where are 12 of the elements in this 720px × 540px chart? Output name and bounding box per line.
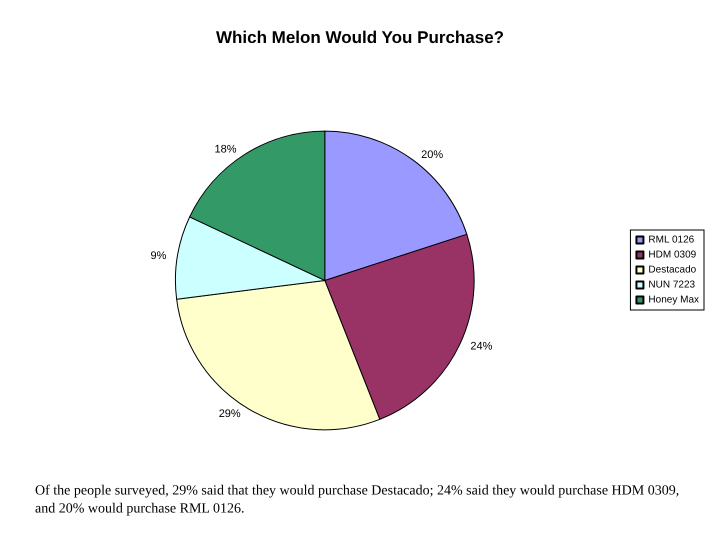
data-label: 20% bbox=[421, 148, 444, 161]
legend-label: NUN 7223 bbox=[648, 280, 696, 290]
legend-label: HDM 0309 bbox=[648, 250, 697, 260]
data-label: 9% bbox=[150, 250, 167, 262]
legend-label: Destacado bbox=[648, 264, 697, 276]
chart-title: Which Melon Would You Purchase? bbox=[216, 28, 504, 47]
data-label: 29% bbox=[218, 408, 241, 420]
data-label: 18% bbox=[214, 143, 237, 156]
legend-label: Honey Max bbox=[648, 294, 699, 306]
data-label: 24% bbox=[470, 340, 493, 353]
text: Of the people surveyed, 29% said that they would purchase Destacado; 24% said they would purchase HDM 0309, and 20% would purchase RML 0126. bbox=[35, 484, 683, 516]
legend-label: RML 0126 bbox=[648, 234, 695, 246]
